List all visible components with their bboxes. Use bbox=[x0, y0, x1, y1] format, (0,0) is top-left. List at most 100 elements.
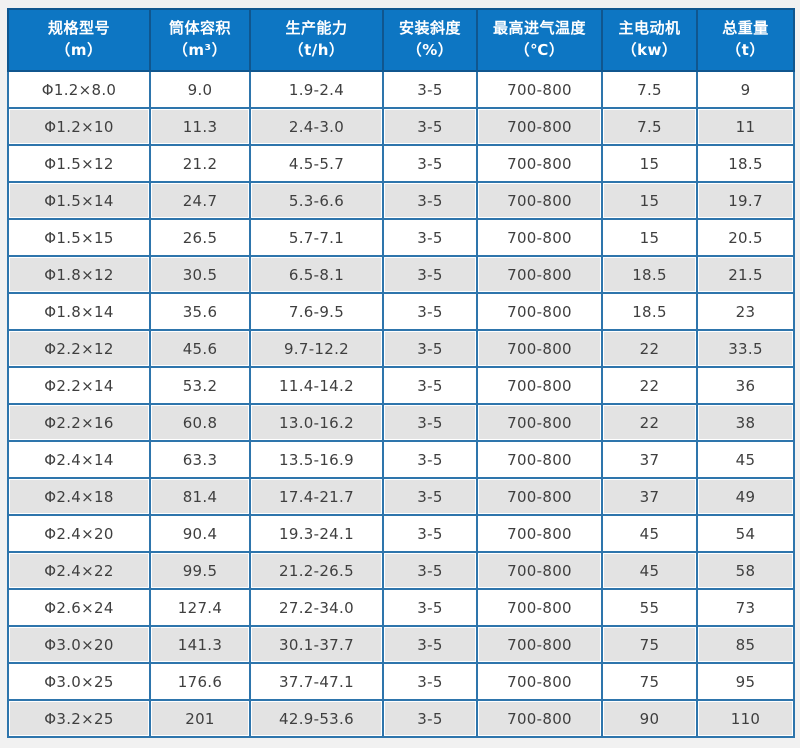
table-cell: 99.5 bbox=[149, 551, 251, 590]
header-unit: （m³） bbox=[172, 41, 228, 59]
table-cell: 6.5-8.1 bbox=[249, 255, 384, 294]
table-cell: Φ1.8×14 bbox=[7, 292, 151, 331]
table-row: Φ3.0×20 141.3 30.1-37.7 3-5 700-800 75 85 bbox=[7, 625, 795, 664]
table-cell: 45 bbox=[601, 514, 698, 553]
table-cell: 201 bbox=[149, 699, 251, 738]
header-unit: （kw） bbox=[621, 41, 678, 59]
table-cell: 30.5 bbox=[149, 255, 251, 294]
table-cell: 63.3 bbox=[149, 440, 251, 479]
table-cell: 3-5 bbox=[382, 403, 478, 442]
table-cell: Φ3.0×25 bbox=[7, 662, 151, 701]
table-cell: 3-5 bbox=[382, 366, 478, 405]
header-label: 生产能力 bbox=[285, 19, 348, 38]
table-cell: 11 bbox=[696, 107, 795, 146]
table-cell: 53.2 bbox=[149, 366, 251, 405]
table-row: Φ3.0×25 176.6 37.7-47.1 3-5 700-800 75 95 bbox=[7, 662, 795, 701]
table-cell: 3-5 bbox=[382, 625, 478, 664]
table-cell: 700-800 bbox=[476, 625, 603, 664]
table-cell: 3-5 bbox=[382, 662, 478, 701]
table-cell: 33.5 bbox=[696, 329, 795, 368]
table-row: Φ1.5×14 24.7 5.3-6.6 3-5 700-800 15 19.7 bbox=[7, 181, 795, 220]
table-row: Φ2.4×22 99.5 21.2-26.5 3-5 700-800 45 58 bbox=[7, 551, 795, 590]
table-cell: Φ2.4×22 bbox=[7, 551, 151, 590]
table-cell: Φ2.2×12 bbox=[7, 329, 151, 368]
header-label: 主电动机 bbox=[618, 19, 681, 38]
table-row: Φ1.5×15 26.5 5.7-7.1 3-5 700-800 15 20.5 bbox=[7, 218, 795, 257]
table-cell: 3-5 bbox=[382, 588, 478, 627]
table-cell: 15 bbox=[601, 144, 698, 183]
table-cell: 58 bbox=[696, 551, 795, 590]
header-label: 筒体容积 bbox=[168, 19, 231, 38]
table-cell: 5.3-6.6 bbox=[249, 181, 384, 220]
table-cell: 24.7 bbox=[149, 181, 251, 220]
table-cell: Φ1.2×10 bbox=[7, 107, 151, 146]
header-unit: （t/h） bbox=[288, 41, 345, 59]
table-cell: 49 bbox=[696, 477, 795, 516]
table-cell: 90.4 bbox=[149, 514, 251, 553]
table-cell: 700-800 bbox=[476, 662, 603, 701]
table-cell: Φ2.4×20 bbox=[7, 514, 151, 553]
table-cell: 85 bbox=[696, 625, 795, 664]
table-cell: 5.7-7.1 bbox=[249, 218, 384, 257]
table-cell: 26.5 bbox=[149, 218, 251, 257]
table-cell: 3-5 bbox=[382, 107, 478, 146]
table-cell: 700-800 bbox=[476, 588, 603, 627]
table-cell: 95 bbox=[696, 662, 795, 701]
table-cell: 30.1-37.7 bbox=[249, 625, 384, 664]
table-cell: 1.9-2.4 bbox=[249, 70, 384, 109]
table-cell: 21.2-26.5 bbox=[249, 551, 384, 590]
table-cell: 3-5 bbox=[382, 477, 478, 516]
table-cell: 42.9-53.6 bbox=[249, 699, 384, 738]
table-cell: Φ1.5×12 bbox=[7, 144, 151, 183]
spec-table: 规格型号 （m） 筒体容积 （m³） 生产能力 （t/h） 安装斜度 （%） 最高进气温度 （℃）… bbox=[7, 8, 795, 738]
table-cell: 13.0-16.2 bbox=[249, 403, 384, 442]
header-cell: 总重量 （t） bbox=[696, 8, 795, 72]
table-cell: 45 bbox=[696, 440, 795, 479]
table-cell: 23 bbox=[696, 292, 795, 331]
table-row: Φ3.2×25 201 42.9-53.6 3-5 700-800 90 110 bbox=[7, 699, 795, 738]
table-cell: 73 bbox=[696, 588, 795, 627]
table-cell: 15 bbox=[601, 218, 698, 257]
table-cell: 37 bbox=[601, 440, 698, 479]
table-cell: 700-800 bbox=[476, 329, 603, 368]
table-cell: Φ3.2×25 bbox=[7, 699, 151, 738]
table-cell: 700-800 bbox=[476, 403, 603, 442]
table-cell: 3-5 bbox=[382, 255, 478, 294]
table-cell: 22 bbox=[601, 329, 698, 368]
table-body: Φ1.2×8.0 9.0 1.9-2.4 3-5 700-800 7.5 9 Φ1.2×10 1… bbox=[7, 70, 795, 738]
table-cell: 22 bbox=[601, 366, 698, 405]
table-cell: 700-800 bbox=[476, 440, 603, 479]
table-row: Φ1.8×14 35.6 7.6-9.5 3-5 700-800 18.5 23 bbox=[7, 292, 795, 331]
table-cell: 700-800 bbox=[476, 255, 603, 294]
table-cell: 700-800 bbox=[476, 477, 603, 516]
table-cell: 700-800 bbox=[476, 699, 603, 738]
header-label: 安装斜度 bbox=[398, 19, 461, 38]
table-cell: 4.5-5.7 bbox=[249, 144, 384, 183]
table-cell: 54 bbox=[696, 514, 795, 553]
table-cell: 19.7 bbox=[696, 181, 795, 220]
table-cell: 75 bbox=[601, 662, 698, 701]
table-cell: 18.5 bbox=[601, 292, 698, 331]
table-cell: 700-800 bbox=[476, 70, 603, 109]
table-cell: 3-5 bbox=[382, 144, 478, 183]
table-cell: 35.6 bbox=[149, 292, 251, 331]
table-cell: Φ1.5×15 bbox=[7, 218, 151, 257]
table-cell: 3-5 bbox=[382, 181, 478, 220]
table-cell: 36 bbox=[696, 366, 795, 405]
table-cell: 38 bbox=[696, 403, 795, 442]
table-cell: Φ3.0×20 bbox=[7, 625, 151, 664]
table-cell: 11.4-14.2 bbox=[249, 366, 384, 405]
table-cell: 9.7-12.2 bbox=[249, 329, 384, 368]
table-row: Φ1.5×12 21.2 4.5-5.7 3-5 700-800 15 18.5 bbox=[7, 144, 795, 183]
table-cell: 22 bbox=[601, 403, 698, 442]
table-cell: 11.3 bbox=[149, 107, 251, 146]
table-cell: Φ1.2×8.0 bbox=[7, 70, 151, 109]
table-cell: 3-5 bbox=[382, 329, 478, 368]
table-cell: Φ2.2×16 bbox=[7, 403, 151, 442]
header-unit: （℃） bbox=[514, 41, 565, 59]
table-cell: 45 bbox=[601, 551, 698, 590]
table-row: Φ1.2×8.0 9.0 1.9-2.4 3-5 700-800 7.5 9 bbox=[7, 70, 795, 109]
header-cell: 筒体容积 （m³） bbox=[149, 8, 251, 72]
table-cell: 37.7-47.1 bbox=[249, 662, 384, 701]
table-cell: Φ2.6×24 bbox=[7, 588, 151, 627]
